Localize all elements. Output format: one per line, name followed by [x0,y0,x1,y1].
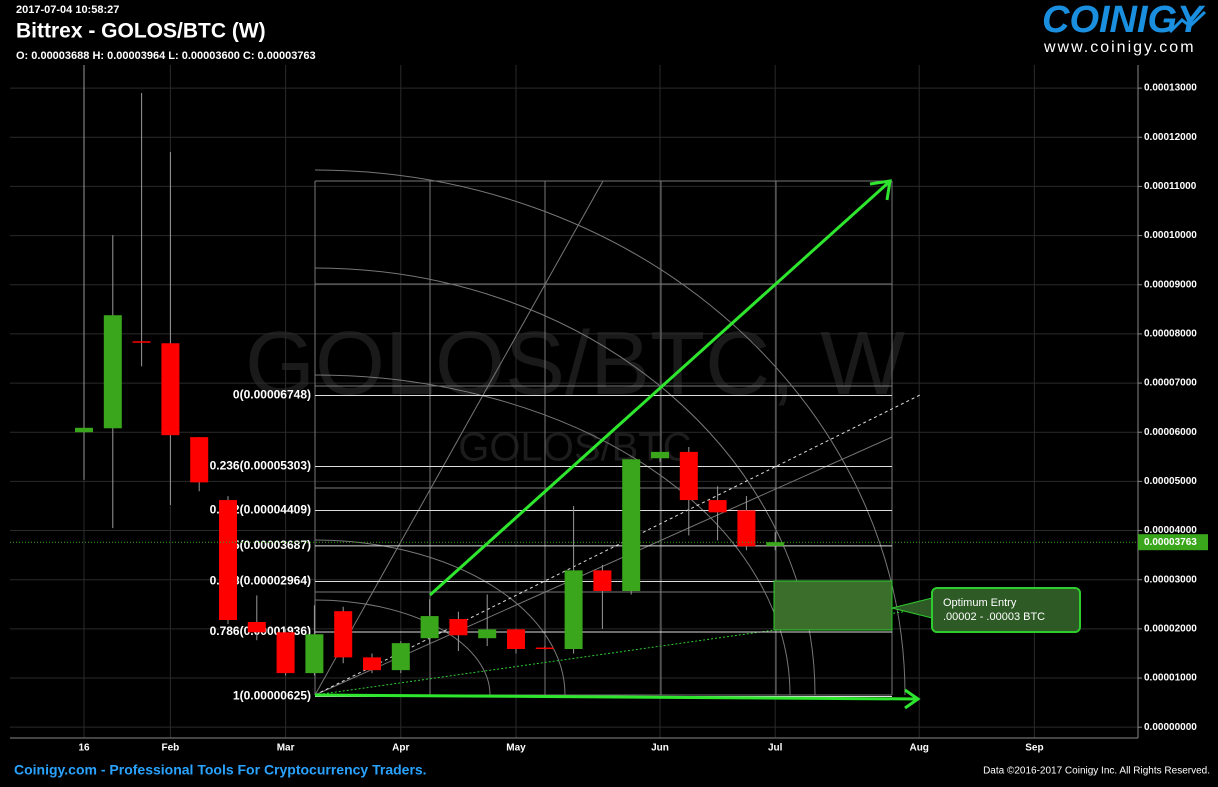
candles [75,65,785,676]
candle-body [708,500,727,513]
last-price-tag [1138,534,1208,551]
title: Bittrex - GOLOS/BTC (W) [16,20,266,43]
gann-arc [314,539,566,696]
x-tick-label: Apr [392,743,409,754]
annotation-text: .00002 - .00003 BTC [943,611,1045,623]
y-tick-label: 0.00008000 [1144,329,1197,340]
y-tick-label: 0.00004000 [1144,525,1197,536]
candle-body [564,570,583,650]
x-tick-label: May [506,743,526,754]
arrow-head [869,179,892,201]
y-tick-label: 0.00010000 [1144,230,1197,241]
callout [931,587,1081,633]
x-tick-label: 16 [78,743,90,754]
candle-body [219,500,237,621]
y-tick-label: 0.00003000 [1144,574,1197,585]
arrow [428,181,890,597]
candle-body [507,629,525,650]
footer-right: Data ©2016-2017 Coinigy Inc. All Rights … [983,766,1210,777]
gann-arc [314,599,491,696]
candle-body [593,570,612,592]
x-tick-label: Jun [651,743,669,754]
last-price-label: 0.00003763 [1144,537,1197,548]
fib-label: 1(0.00000625) [233,689,311,703]
last-price: 0.00003763 [10,534,1208,551]
fan-line [314,180,604,696]
arrow [314,693,919,701]
y-tick-label: 0.00009000 [1144,279,1197,290]
annotation-title: Optimum Entry [943,597,1017,609]
ohlc: O: 0.00003688 H: 0.00003964 L: 0.0000360… [16,50,316,62]
fan-line [314,436,893,696]
y-tick-label: 0.00007000 [1144,378,1197,389]
x-tick-label: Jul [768,743,783,754]
logo-url: www.coinigy.com [1043,39,1196,56]
x-tick-label: Feb [162,743,180,754]
fib-label: 0.236(0.00005303) [210,459,311,473]
x-tick-label: Sep [1025,743,1043,754]
candle-body [247,621,266,633]
y-tick-label: 0.00002000 [1144,624,1197,635]
candle-body [651,451,669,459]
y-tick-label: 0.00012000 [1144,132,1197,143]
y-tick-label: 0.00006000 [1144,427,1197,438]
candle-body [75,427,93,433]
y-tick-label: 0.00011000 [1144,181,1197,192]
annotations: Optimum Entry .00002 - .00003 BTC [314,179,1081,710]
candle-body [363,657,381,671]
candle-body [132,341,151,343]
candle-body [305,634,324,674]
fan-line [314,394,921,696]
candle-body [622,459,641,592]
candle-body [737,510,756,547]
candle-body [766,542,785,546]
watermark-sub: GOLOS/BTC [458,426,691,470]
logo: COINIGY [1042,0,1206,41]
candle-body [161,343,180,436]
candle-body [103,315,122,429]
candle-body [679,451,698,501]
candle-body [334,611,353,658]
candle-body [391,643,410,671]
candle-body [449,619,468,636]
y-tick-label: 0.00001000 [1144,673,1197,684]
y-tick-label: 0.00013000 [1144,83,1197,94]
y-tick-label: 0.00000000 [1144,722,1197,733]
x-tick-label: Mar [277,743,295,754]
arrow-head [904,688,921,710]
candle-body [478,629,497,639]
timestamp: 2017-07-04 10:58:27 [16,4,119,16]
fib-label: 0(0.00006748) [233,388,311,402]
candle-body [420,616,439,639]
entry-zone [773,580,893,631]
y-tick-label: 0.00005000 [1144,476,1197,487]
candle-body [535,647,554,650]
candle-body [276,632,295,674]
candle-body [190,437,209,483]
x-tick-label: Aug [909,743,928,754]
logo-icon [1168,10,1207,34]
watermark: GOLOS/BTC, W [245,314,905,414]
footer-left: Coinigy.com - Professional Tools For Cry… [14,762,427,778]
fib-label: 0.5(0.00003687) [223,538,311,552]
